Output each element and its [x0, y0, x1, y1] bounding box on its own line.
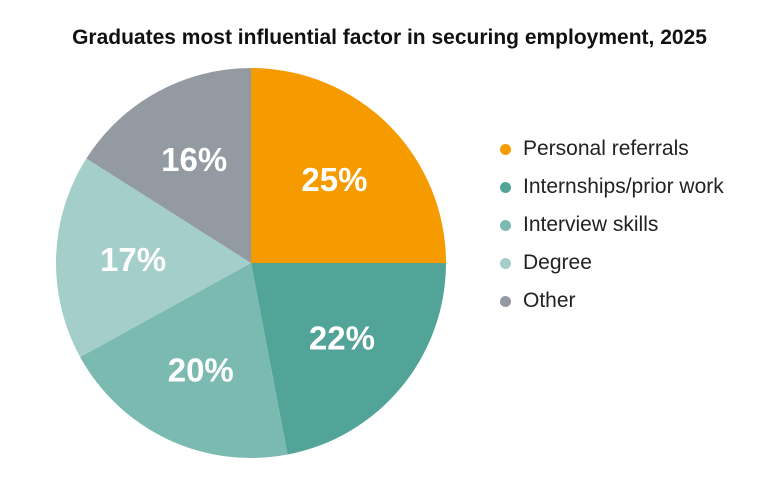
slice-value-label: 22% — [309, 320, 375, 357]
legend-swatch — [500, 295, 511, 307]
pie-slice-0 — [251, 68, 446, 263]
pie-slice-1 — [251, 263, 446, 455]
legend: Personal referrals Internships/prior work… — [500, 130, 724, 320]
chart-title: Graduates most influential factor in sec… — [72, 26, 707, 49]
legend-swatch — [500, 257, 511, 269]
slice-value-label: 17% — [100, 241, 166, 278]
legend-label: Other — [523, 289, 576, 312]
legend-label: Personal referrals — [523, 137, 689, 160]
legend-swatch — [500, 181, 511, 193]
slice-value-label: 16% — [161, 141, 227, 178]
legend-item: Personal referrals — [500, 130, 724, 168]
legend-item: Other — [500, 282, 724, 320]
legend-swatch — [500, 219, 511, 231]
legend-label: Internships/prior work — [523, 175, 724, 198]
slice-value-label: 20% — [168, 351, 234, 388]
slice-value-label: 25% — [301, 161, 367, 198]
pie-slice-3 — [56, 158, 252, 357]
legend-label: Interview skills — [523, 213, 659, 236]
legend-item: Interview skills — [500, 206, 724, 244]
legend-item: Degree — [500, 244, 724, 282]
pie-slice-2 — [80, 263, 288, 458]
legend-swatch — [500, 143, 511, 155]
legend-label: Degree — [523, 251, 592, 274]
legend-item: Internships/prior work — [500, 168, 724, 206]
pie-slice-4 — [86, 67, 252, 263]
